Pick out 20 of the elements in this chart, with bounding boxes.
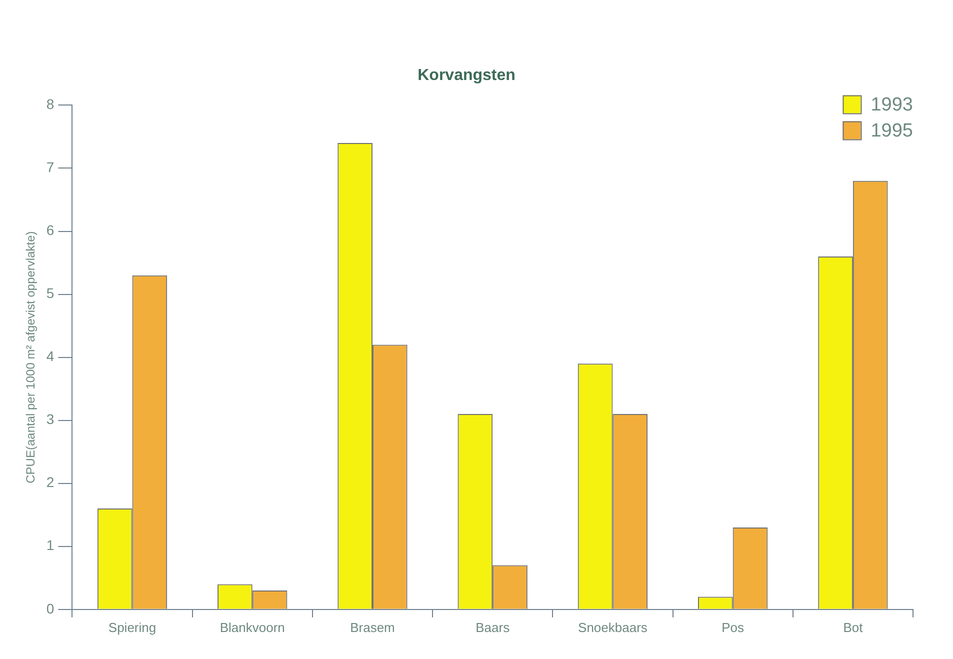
y-tick-label: 2 — [46, 474, 54, 490]
y-tick-label: 7 — [46, 159, 54, 176]
x-tick-label: Baars — [476, 620, 510, 635]
y-tick-label: 0 — [46, 600, 54, 616]
x-tick-label: Blankvoorn — [220, 620, 285, 635]
x-tick-label: Bot — [843, 620, 864, 635]
legend-label: 1993 — [870, 94, 914, 116]
y-tick-label: 6 — [46, 222, 54, 238]
y-tick-label: 8 — [46, 96, 54, 112]
y-tick-label: 1 — [46, 537, 54, 554]
x-tick-label: Spiering — [108, 620, 156, 635]
x-tick-label: Pos — [722, 620, 745, 635]
x-tick-label: Snoekbaars — [578, 620, 648, 635]
y-axis-title: CPUE(aantal per 1000 m² afgevist oppervlakte) — [24, 231, 38, 484]
y-tick-label: 4 — [46, 348, 54, 364]
chart-title: Korvangsten — [418, 67, 516, 84]
legend-label: 1995 — [870, 120, 914, 142]
y-tick-label: 3 — [46, 411, 54, 428]
y-tick-label: 5 — [46, 285, 54, 302]
x-tick-label: Brasem — [350, 620, 395, 635]
